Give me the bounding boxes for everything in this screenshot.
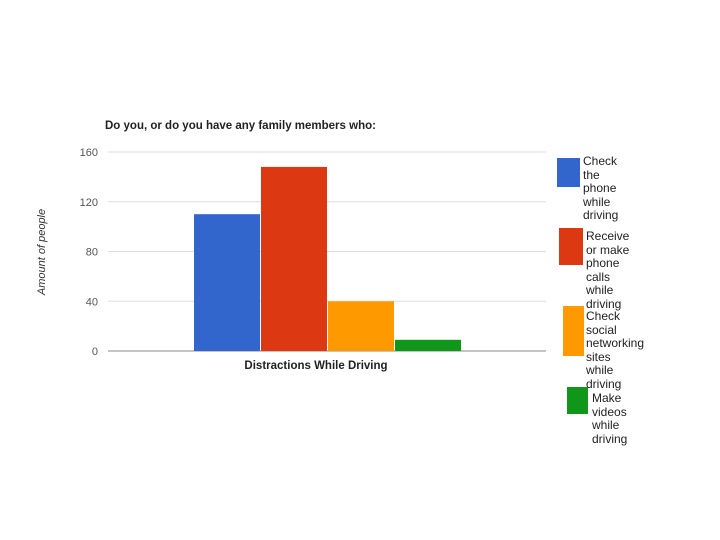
y-tick-label: 80: [86, 247, 98, 259]
legend-label: Make videos while driving: [592, 391, 628, 446]
legend-label: Check social networking sites while driv…: [586, 309, 645, 391]
x-axis-label: Distractions While Driving: [244, 360, 387, 372]
y-tick-label: 160: [80, 147, 98, 159]
legend-label: Check the phone while driving: [583, 154, 619, 222]
bar: [328, 301, 394, 351]
y-tick-label: 40: [86, 296, 98, 308]
y-axis-ticks: 0 40 80 120 160: [80, 147, 98, 358]
y-tick-label: 0: [92, 346, 98, 358]
bar: [194, 214, 260, 351]
y-axis-label: Amount of people: [36, 209, 48, 296]
legend-swatch: [557, 158, 580, 187]
legend-swatch: [559, 228, 583, 265]
legend-swatch: [563, 306, 584, 356]
bar: [261, 166, 327, 351]
legend-swatch: [567, 387, 588, 414]
legend-label: Receive or make phone calls while drivin…: [586, 229, 630, 311]
bar: [395, 339, 461, 351]
bars: [194, 166, 461, 351]
y-tick-label: 120: [80, 197, 98, 209]
chart-title: Do you, or do you have any family member…: [105, 120, 376, 132]
